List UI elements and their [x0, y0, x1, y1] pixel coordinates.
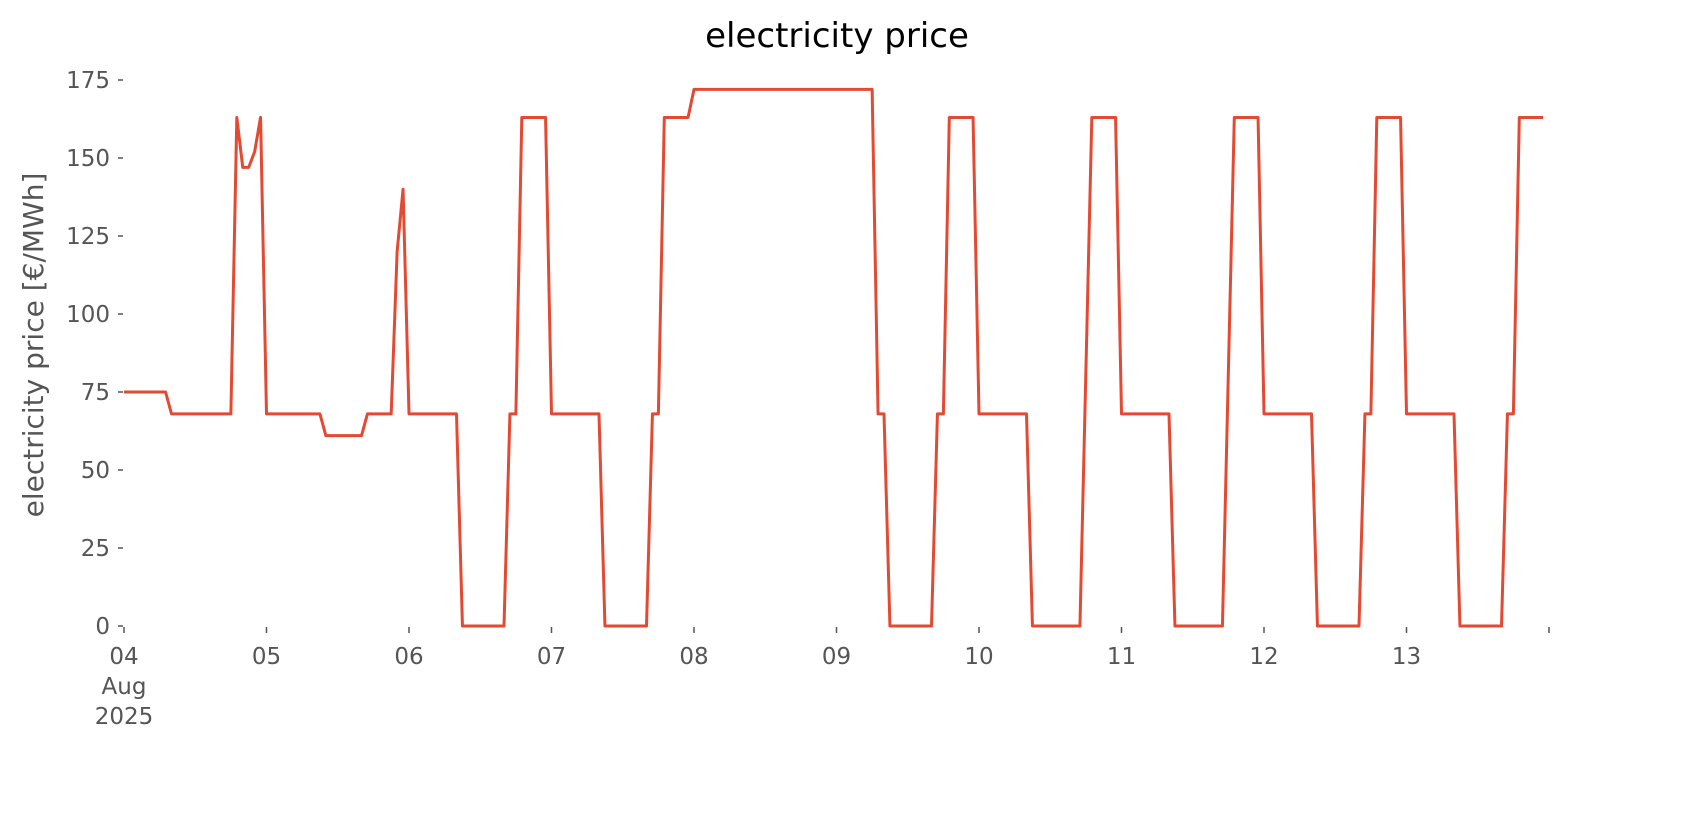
y-tick-label: 175 [66, 68, 110, 94]
y-tick-label: 75 [81, 380, 110, 406]
y-tick-label: 100 [66, 302, 110, 328]
x-tick-label: 09 [822, 644, 851, 670]
x-tick-label: 11 [1107, 644, 1136, 670]
y-axis-label: electricity price [€/MWh] [17, 173, 50, 518]
line-series [124, 87, 1544, 628]
y-tick-label: 125 [66, 224, 110, 250]
y-tick-label: 150 [66, 146, 110, 172]
x-tick-label: 06 [394, 644, 423, 670]
x-tick-label: 13 [1392, 644, 1421, 670]
chart-title: electricity price [705, 16, 969, 56]
x-tick-label: 04 Aug 2025 [95, 644, 154, 730]
x-tick-label: 07 [537, 644, 566, 670]
y-tick-label: 50 [81, 458, 110, 484]
y-tick-label: 25 [81, 536, 110, 562]
x-tick-label: 10 [964, 644, 993, 670]
y-tick-label: 0 [95, 614, 110, 640]
x-tick-label: 12 [1249, 644, 1278, 670]
x-tick-label: 05 [252, 644, 281, 670]
x-tick-label: 08 [679, 644, 708, 670]
